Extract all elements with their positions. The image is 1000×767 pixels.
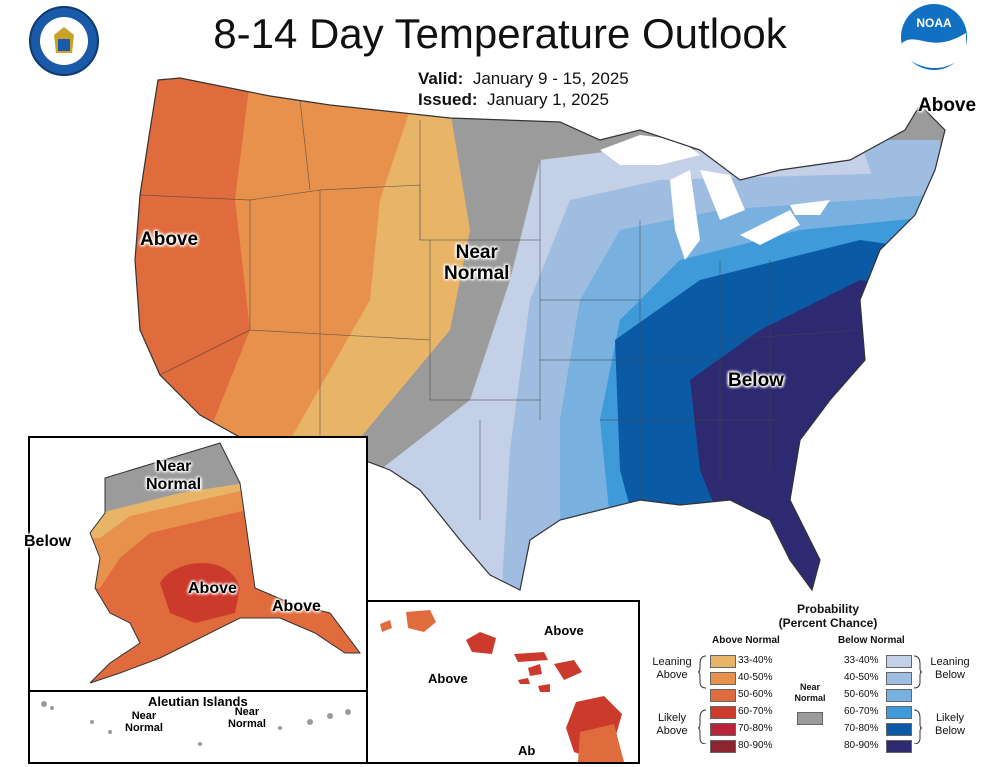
above-range-4: 60-70% <box>738 706 773 717</box>
below-normal-header: Below Normal <box>838 635 905 646</box>
above-swatch-1 <box>710 655 736 668</box>
label-west-above: Above <box>140 229 199 250</box>
aleutian-near1-line1: Near <box>131 710 157 722</box>
below-swatch-3 <box>886 689 912 702</box>
aleutian-near2-line1: Near <box>234 706 260 718</box>
valid-label: Valid: <box>418 69 464 88</box>
page-title: 8-14 Day Temperature Outlook <box>213 10 787 57</box>
outlook-dates: Valid: January 9 - 15, 2025 Issued: Janu… <box>418 68 629 110</box>
alaska-below: Below <box>24 533 72 550</box>
svg-text:NOAA: NOAA <box>916 16 952 30</box>
hawaii-above-west: Above <box>428 671 468 686</box>
below-swatch-6 <box>886 740 912 753</box>
below-swatch-5 <box>886 723 912 736</box>
below-swatch-1 <box>886 655 912 668</box>
hawaii-above-north: Above <box>544 623 584 638</box>
alaska-near-line2: Normal <box>146 475 202 493</box>
leaning-above-label: Leaning Above <box>646 656 698 682</box>
aleutian-map <box>41 701 351 746</box>
issued-row: Issued: January 1, 2025 <box>418 89 629 110</box>
commerce-seal-logo <box>29 6 99 76</box>
hawaii-map <box>380 610 624 762</box>
alaska-above-center: Above <box>188 580 237 597</box>
above-range-2: 40-50% <box>738 672 773 683</box>
above-swatch-2 <box>710 672 736 685</box>
below-swatch-4 <box>886 706 912 719</box>
likely-below-line1: Likely <box>935 712 965 724</box>
probability-legend: Probability (Percent Chance) Above Norma… <box>640 600 1000 753</box>
issued-value: January 1, 2025 <box>486 90 609 109</box>
legend-header-line1: Probability <box>796 602 859 616</box>
legend-header-line2: (Percent Chance) <box>778 616 878 630</box>
below-swatch-2 <box>886 672 912 685</box>
issued-label: Issued: <box>418 90 478 109</box>
legend-braces-left <box>698 655 707 744</box>
likely-above-line2: Above <box>656 725 688 737</box>
contiguous-us-map <box>134 77 946 592</box>
label-maine-above: Above <box>918 95 977 116</box>
above-swatch-3 <box>710 689 736 702</box>
label-near-normal: Near Normal <box>444 242 510 285</box>
aleutian-title: Aleutian Islands <box>148 694 248 709</box>
below-range-3: 50-60% <box>844 689 879 700</box>
likely-below-line2: Below <box>935 725 965 737</box>
alaska-inset: Near Normal Above Above <box>28 436 368 692</box>
below-range-2: 40-50% <box>844 672 879 683</box>
aleutian-near2-line2: Normal <box>228 718 266 731</box>
above-range-5: 70-80% <box>738 723 773 734</box>
leaning-above-line2: Above <box>656 669 688 681</box>
aleutian-near-normal-1: Near Normal <box>125 710 163 734</box>
above-normal-header: Above Normal <box>712 635 780 646</box>
near-normal-legend-label: Near Normal <box>788 682 832 704</box>
below-range-6: 80-90% <box>844 740 879 751</box>
above-swatch-6 <box>710 740 736 753</box>
aleutian-near-normal-2: Near Normal <box>228 706 266 730</box>
above-range-1: 33-40% <box>738 655 773 666</box>
noaa-logo: NOAA <box>901 4 967 70</box>
likely-above-label: Likely Above <box>646 712 698 738</box>
likely-below-label: Likely Below <box>920 712 980 738</box>
near-normal-line1: Near <box>455 242 498 263</box>
alaska-near-normal: Near Normal <box>146 458 201 493</box>
above-swatch-4 <box>710 706 736 719</box>
alaska-above-southeast: Above <box>272 598 321 615</box>
alaska-map <box>89 442 361 684</box>
valid-row: Valid: January 9 - 15, 2025 <box>418 68 629 89</box>
below-range-1: 33-40% <box>844 655 879 666</box>
likely-above-line1: Likely <box>657 712 687 724</box>
leaning-below-line2: Below <box>935 669 965 681</box>
above-range-3: 50-60% <box>738 689 773 700</box>
near-normal-line2: Normal <box>444 262 510 284</box>
label-southeast-below: Below <box>728 370 784 391</box>
above-swatch-5 <box>710 723 736 736</box>
near-normal-legend-line1: Near <box>799 682 820 692</box>
below-range-4: 60-70% <box>844 706 879 717</box>
leaning-below-label: Leaning Below <box>920 656 980 682</box>
alaska-near-line1: Near <box>155 458 192 475</box>
near-normal-legend-line2: Normal <box>794 693 826 703</box>
above-range-6: 80-90% <box>738 740 773 751</box>
aleutian-near1-line2: Normal <box>125 722 163 735</box>
aleutian-inset: Aleutian Islands Near Normal Near Normal <box>28 690 368 764</box>
valid-value: January 9 - 15, 2025 <box>472 69 629 88</box>
near-normal-swatch <box>797 712 823 725</box>
leaning-above-line1: Leaning <box>652 656 692 668</box>
legend-header: Probability (Percent Chance) <box>758 602 898 630</box>
leaning-below-line1: Leaning <box>930 656 970 668</box>
hawaii-above-south: Ab <box>518 743 536 758</box>
hawaii-inset: Above Above Ab <box>366 600 640 764</box>
below-range-5: 70-80% <box>844 723 879 734</box>
legend-braces-right <box>913 655 922 744</box>
